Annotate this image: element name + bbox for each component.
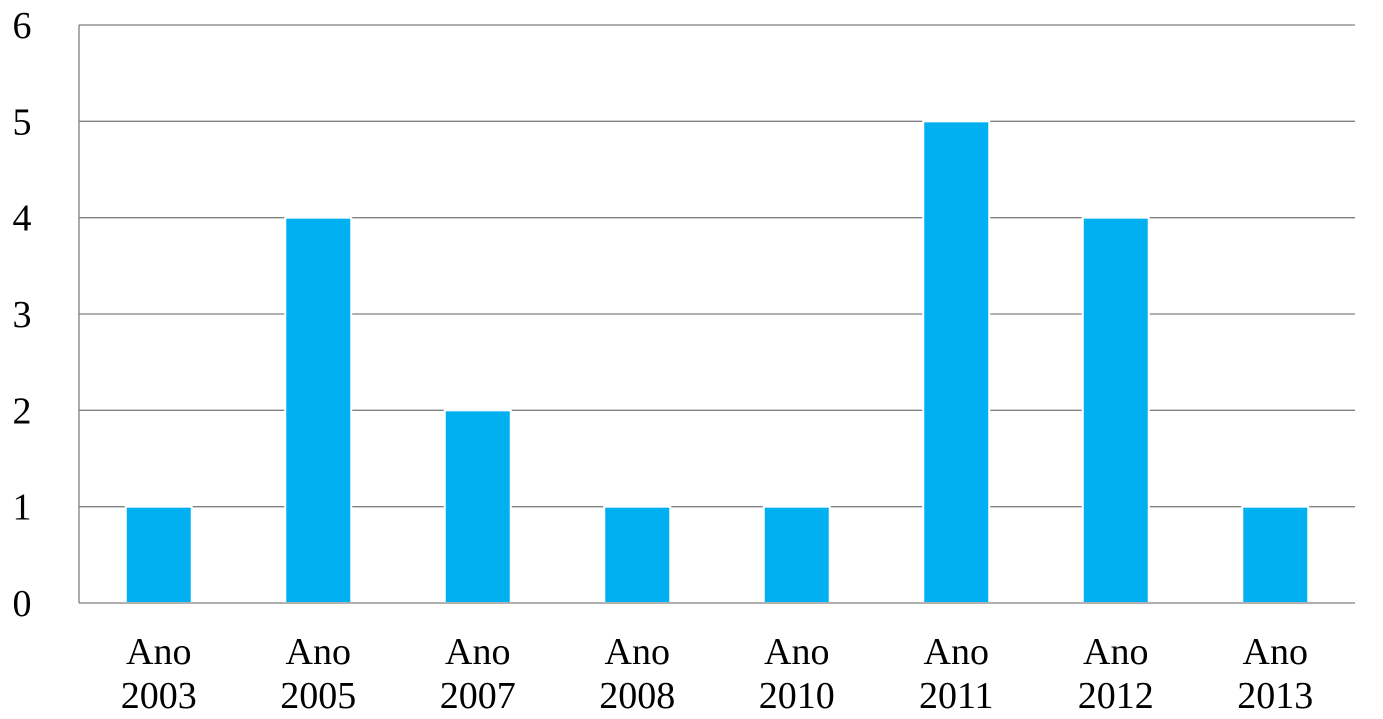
y-tick-label: 4 [13,198,32,240]
x-tick-label: 2013 [1237,675,1313,717]
y-tick-label: 5 [13,101,32,143]
bar [1081,216,1150,605]
bar [762,505,831,604]
y-tick-label: 3 [13,294,32,336]
x-tick-label: 2003 [121,675,197,717]
x-tick-label: 2010 [759,675,835,717]
bar [443,409,512,605]
x-tick-label: Ano [286,631,351,673]
bars [124,120,1310,605]
y-axis-tick-labels: 0 1 2 3 4 5 6 [13,5,32,625]
y-tick-label: 0 [13,583,32,625]
x-tick-label: Ano [1243,631,1308,673]
x-axis [78,25,1355,604]
y-tick-label: 1 [13,487,32,529]
x-tick-label: 2005 [280,675,356,717]
x-tick-label: Ano [605,631,670,673]
bar [922,120,991,604]
y-tick-label: 2 [13,390,32,432]
y-tick-label: 6 [13,5,32,47]
x-tick-label: Ano [764,631,829,673]
x-tick-label: Ano [1083,631,1148,673]
x-axis-category-labels: Ano2003Ano2005Ano2007Ano2008Ano2010Ano20… [121,631,1314,717]
x-tick-label: 2008 [599,675,675,717]
bar [603,505,672,604]
x-tick-label: 2012 [1078,675,1154,717]
x-tick-label: Ano [445,631,510,673]
bar [124,505,193,604]
x-tick-label: 2007 [440,675,516,717]
x-tick-label: Ano [126,631,191,673]
bar [1241,505,1310,604]
grid-lines [79,24,1355,508]
bar [284,216,353,605]
x-tick-label: Ano [924,631,989,673]
x-tick-label: 2011 [919,675,994,717]
